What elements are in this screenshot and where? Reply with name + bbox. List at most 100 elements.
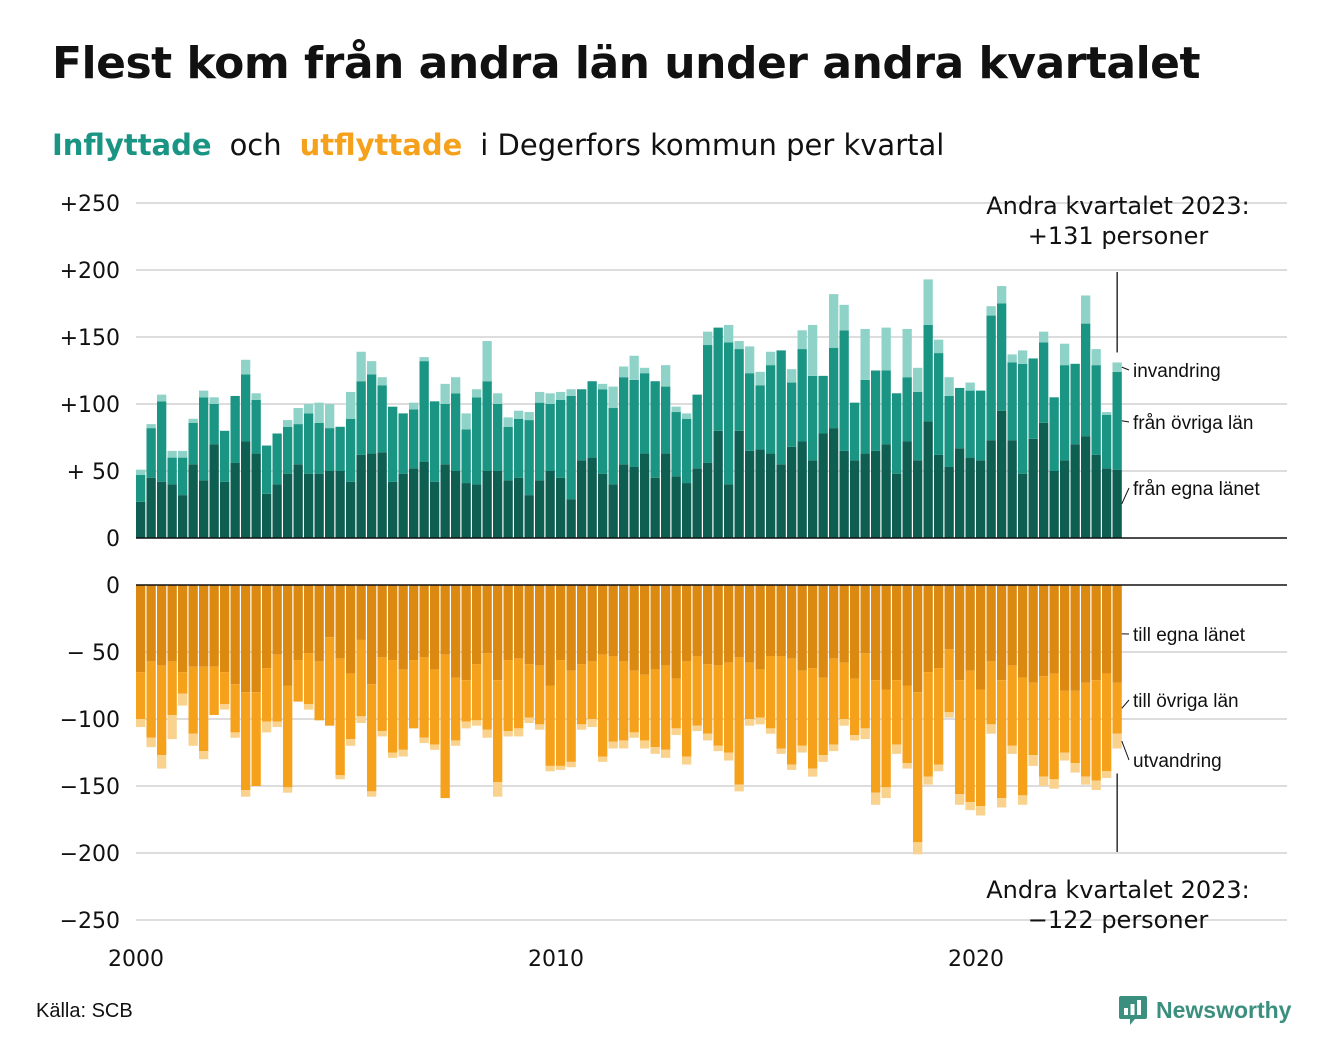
bar-in-1 — [146, 428, 156, 478]
bar-out-1 — [503, 660, 513, 732]
bar-out-1 — [787, 658, 797, 765]
bar-out-2 — [419, 737, 429, 744]
chart-subtitle: Inflyttade och utflyttade i Degerfors kommu… — [52, 128, 944, 162]
bar-out-2 — [787, 764, 797, 770]
bar-out-0 — [850, 585, 860, 679]
series-label-out: till egna länet — [1133, 625, 1246, 646]
bar-in-0 — [398, 473, 408, 538]
bar-out-1 — [440, 654, 450, 799]
bar-out-1 — [230, 684, 240, 733]
bar-in-1 — [724, 342, 734, 485]
bar-in-1 — [514, 418, 524, 478]
bar-out-0 — [923, 585, 933, 673]
bar-out-2 — [545, 765, 555, 772]
bar-in-0 — [986, 440, 996, 538]
bar-out-1 — [346, 673, 356, 740]
bar-in-0 — [724, 484, 734, 538]
bar-in-1 — [902, 377, 912, 442]
bar-out-1 — [839, 662, 849, 719]
bar-out-0 — [608, 585, 618, 657]
bar-out-2 — [451, 740, 461, 746]
bar-in-0 — [829, 428, 839, 538]
bar-in-1 — [923, 324, 933, 422]
bar-in-0 — [587, 457, 597, 538]
bar-in-0 — [997, 410, 1007, 538]
bar-in-2 — [493, 393, 503, 404]
bar-in-1 — [745, 373, 755, 451]
bar-out-1 — [167, 661, 177, 715]
bar-out-0 — [545, 585, 555, 686]
bar-out-1 — [629, 670, 639, 733]
bar-out-0 — [409, 585, 419, 661]
bar-out-2 — [556, 765, 566, 770]
bar-out-2 — [682, 756, 692, 765]
bar-out-1 — [241, 692, 251, 791]
bar-out-2 — [472, 720, 482, 726]
bar-out-1 — [734, 657, 744, 785]
bar-in-1 — [766, 365, 776, 454]
bar-in-1 — [304, 413, 314, 474]
bar-out-0 — [745, 585, 755, 663]
bar-out-0 — [209, 585, 219, 667]
bar-in-2 — [199, 390, 209, 398]
bar-in-2 — [356, 351, 366, 382]
bar-out-1 — [829, 658, 839, 745]
bar-in-1 — [682, 418, 692, 484]
bar-out-2 — [808, 768, 818, 777]
series-label-in: från övriga län — [1133, 413, 1253, 434]
bar-out-1 — [682, 661, 692, 757]
bar-in-1 — [1049, 397, 1059, 471]
bar-in-2 — [902, 328, 912, 378]
bar-in-1 — [1070, 363, 1080, 445]
bar-in-1 — [829, 347, 839, 429]
bar-in-1 — [587, 381, 597, 458]
bar-out-0 — [829, 585, 839, 659]
bar-in-0 — [262, 493, 272, 538]
bar-out-0 — [1070, 585, 1080, 691]
subtitle-rest: i Degerfors kommun per kvartal — [480, 128, 945, 162]
bar-out-0 — [808, 585, 818, 669]
bar-in-2 — [619, 366, 629, 378]
bar-out-0 — [461, 585, 471, 681]
bar-in-0 — [871, 450, 881, 538]
bar-in-0 — [965, 457, 975, 538]
bar-in-0 — [545, 471, 555, 538]
bar-out-0 — [220, 585, 230, 673]
bar-out-2 — [335, 775, 345, 780]
bar-in-1 — [577, 389, 587, 461]
bar-in-0 — [493, 471, 503, 538]
bar-out-0 — [440, 585, 450, 655]
bar-out-0 — [934, 585, 944, 669]
bar-in-1 — [524, 420, 534, 496]
bar-out-0 — [524, 585, 534, 665]
bar-out-1 — [1028, 682, 1038, 756]
bar-in-0 — [860, 453, 870, 538]
bar-in-2 — [724, 324, 734, 343]
bar-in-1 — [608, 408, 618, 485]
bar-in-0 — [902, 441, 912, 538]
bar-out-1 — [650, 669, 660, 748]
bar-out-2 — [241, 790, 251, 797]
bar-out-1 — [136, 672, 146, 719]
bar-out-1 — [755, 669, 765, 718]
bar-in-2 — [881, 327, 891, 371]
bar-out-0 — [1049, 585, 1059, 674]
series-label-in: från egna länet — [1133, 479, 1260, 500]
bar-out-0 — [241, 585, 251, 693]
bar-out-1 — [325, 637, 335, 726]
bar-out-2 — [955, 794, 965, 805]
y-tick-label: −250 — [60, 909, 120, 934]
bar-out-1 — [293, 660, 303, 702]
bar-out-0 — [860, 585, 870, 654]
bar-out-2 — [272, 721, 282, 728]
bar-in-1 — [566, 395, 576, 500]
bar-in-1 — [136, 475, 146, 502]
bar-out-1 — [598, 654, 608, 757]
bar-out-1 — [157, 665, 167, 756]
bar-out-2 — [881, 787, 891, 799]
bar-in-0 — [692, 468, 702, 538]
bar-in-0 — [157, 481, 167, 538]
bar-in-1 — [839, 330, 849, 451]
bar-out-0 — [955, 585, 965, 681]
bar-out-0 — [661, 585, 671, 666]
